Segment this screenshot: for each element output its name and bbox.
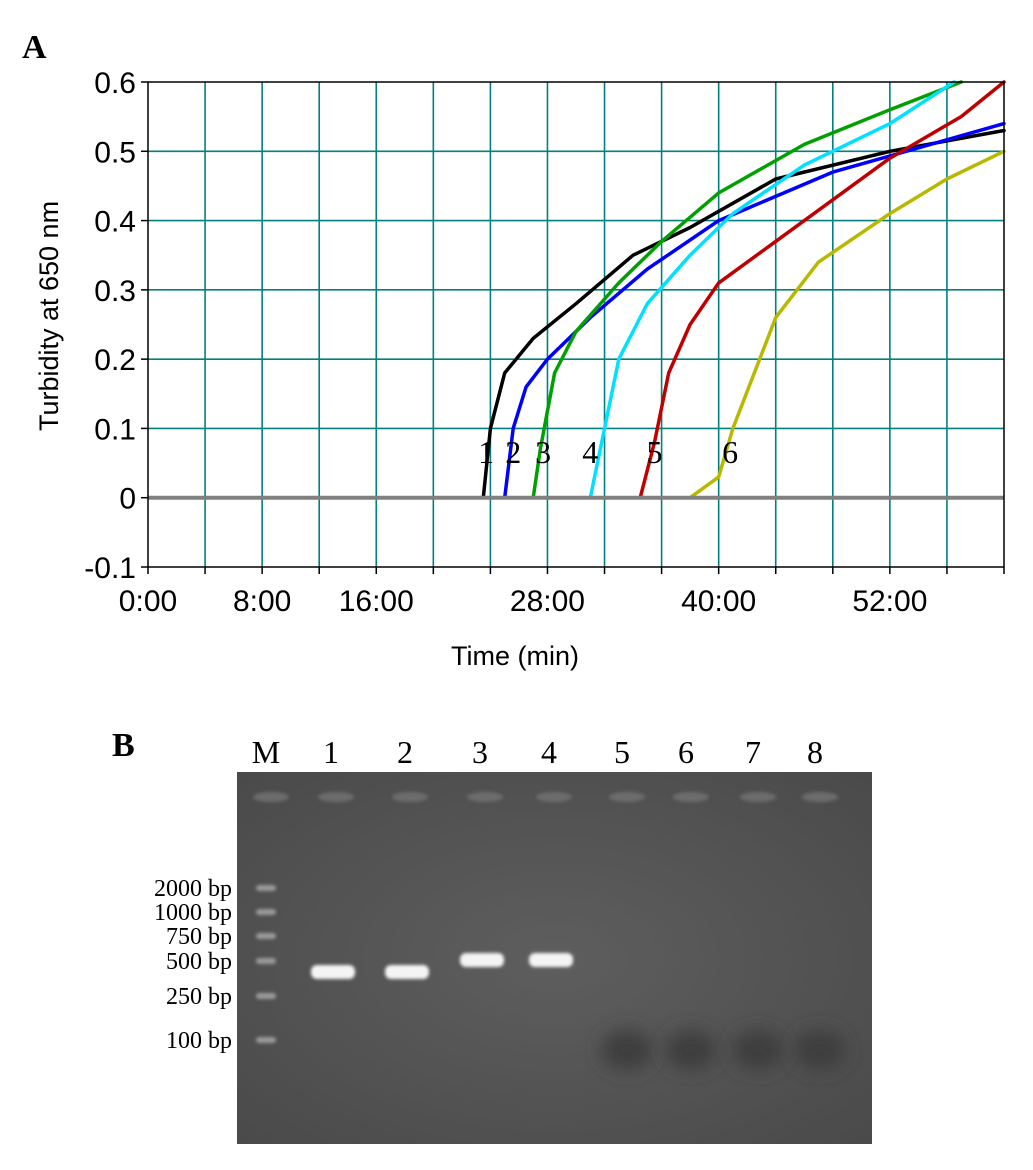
product-band [460,953,504,967]
ladder-band [256,958,276,964]
ladder-band [256,1037,276,1043]
gel-well [609,792,645,802]
x-tick-label: 40:00 [681,585,756,618]
ladder-band [256,885,276,891]
y-tick-label: 0.2 [94,344,136,377]
series-line-5 [338,80,1006,500]
series-number-label: 1 [478,434,494,470]
gel-smear [601,1030,653,1070]
series-line-2 [303,121,1006,500]
y-tick-label: -0.1 [84,552,136,585]
marker-size-label: 2000 bp [154,876,232,902]
x-tick-label: 28:00 [510,585,585,618]
y-axis-ticks: -0.1 0 0.1 0.2 0.3 0.4 0.5 0.6 [84,67,148,585]
ladder-band [256,993,276,999]
gel-well [467,792,503,802]
lane-labels: M 1 2 3 4 5 6 7 8 [252,734,823,770]
series-number-label: 5 [646,434,662,470]
gel-well [802,792,838,802]
y-tick-label: 0.4 [94,206,136,239]
gel-bands [256,885,573,1043]
gel-well [253,792,289,802]
y-tick-label: 0.1 [94,413,136,446]
series-number-label: 6 [722,434,738,470]
lane-label: 4 [541,734,557,770]
panel-a-label: A [22,29,47,66]
lane-label: 7 [745,734,761,770]
gel-well [392,792,428,802]
gel-smear [665,1030,717,1070]
y-tick-label: 0.6 [94,67,136,100]
y-axis-label: Turbidity at 650 nm [34,201,64,431]
lane-label: 2 [397,734,413,770]
gel-well [536,792,572,802]
gel-smears [253,792,846,1070]
gel-well [318,792,354,802]
gel-well [673,792,709,802]
marker-size-label: 100 bp [166,1028,232,1054]
gel-smear [794,1030,846,1070]
marker-size-label: 500 bp [166,949,232,975]
x-tick-label: 52:00 [852,585,927,618]
x-axis-label: Time (min) [451,641,579,671]
series-number-label: 3 [535,434,551,470]
x-tick-label: 8:00 [233,585,291,618]
ladder-band [256,933,276,939]
x-axis-ticks: 0:00 8:00 16:00 28:00 40:00 52:00 [119,567,1005,618]
series-number-label: 2 [505,434,521,470]
series-line-1 [288,128,1006,500]
lane-label: 3 [472,734,488,770]
series-line-4 [324,80,956,500]
lane-label: 5 [614,734,630,770]
plot-frame [147,81,1005,568]
series-lines [288,80,1006,500]
marker-size-label: 1000 bp [154,900,232,926]
series-number-label: 4 [582,434,598,470]
gel-smear [732,1030,784,1070]
product-band [529,953,573,967]
x-tick-label: 0:00 [119,585,177,618]
y-tick-label: 0 [119,483,136,516]
panel-b-label: B [112,727,135,764]
ladder-band [256,909,276,915]
product-band [311,965,355,979]
y-tick-label: 0.3 [94,275,136,308]
marker-size-label: 250 bp [166,984,232,1010]
lane-label: 6 [678,734,694,770]
lane-label: M [252,734,280,770]
series-line-3 [317,80,963,500]
x-tick-label: 16:00 [339,585,414,618]
lane-label: 8 [807,734,823,770]
lane-label: 1 [323,734,339,770]
product-band [385,965,429,979]
grid-lines [148,82,1004,567]
gel-well [740,792,776,802]
series-line-6 [288,149,1006,500]
y-tick-label: 0.5 [94,136,136,169]
marker-size-label: 750 bp [166,924,232,950]
